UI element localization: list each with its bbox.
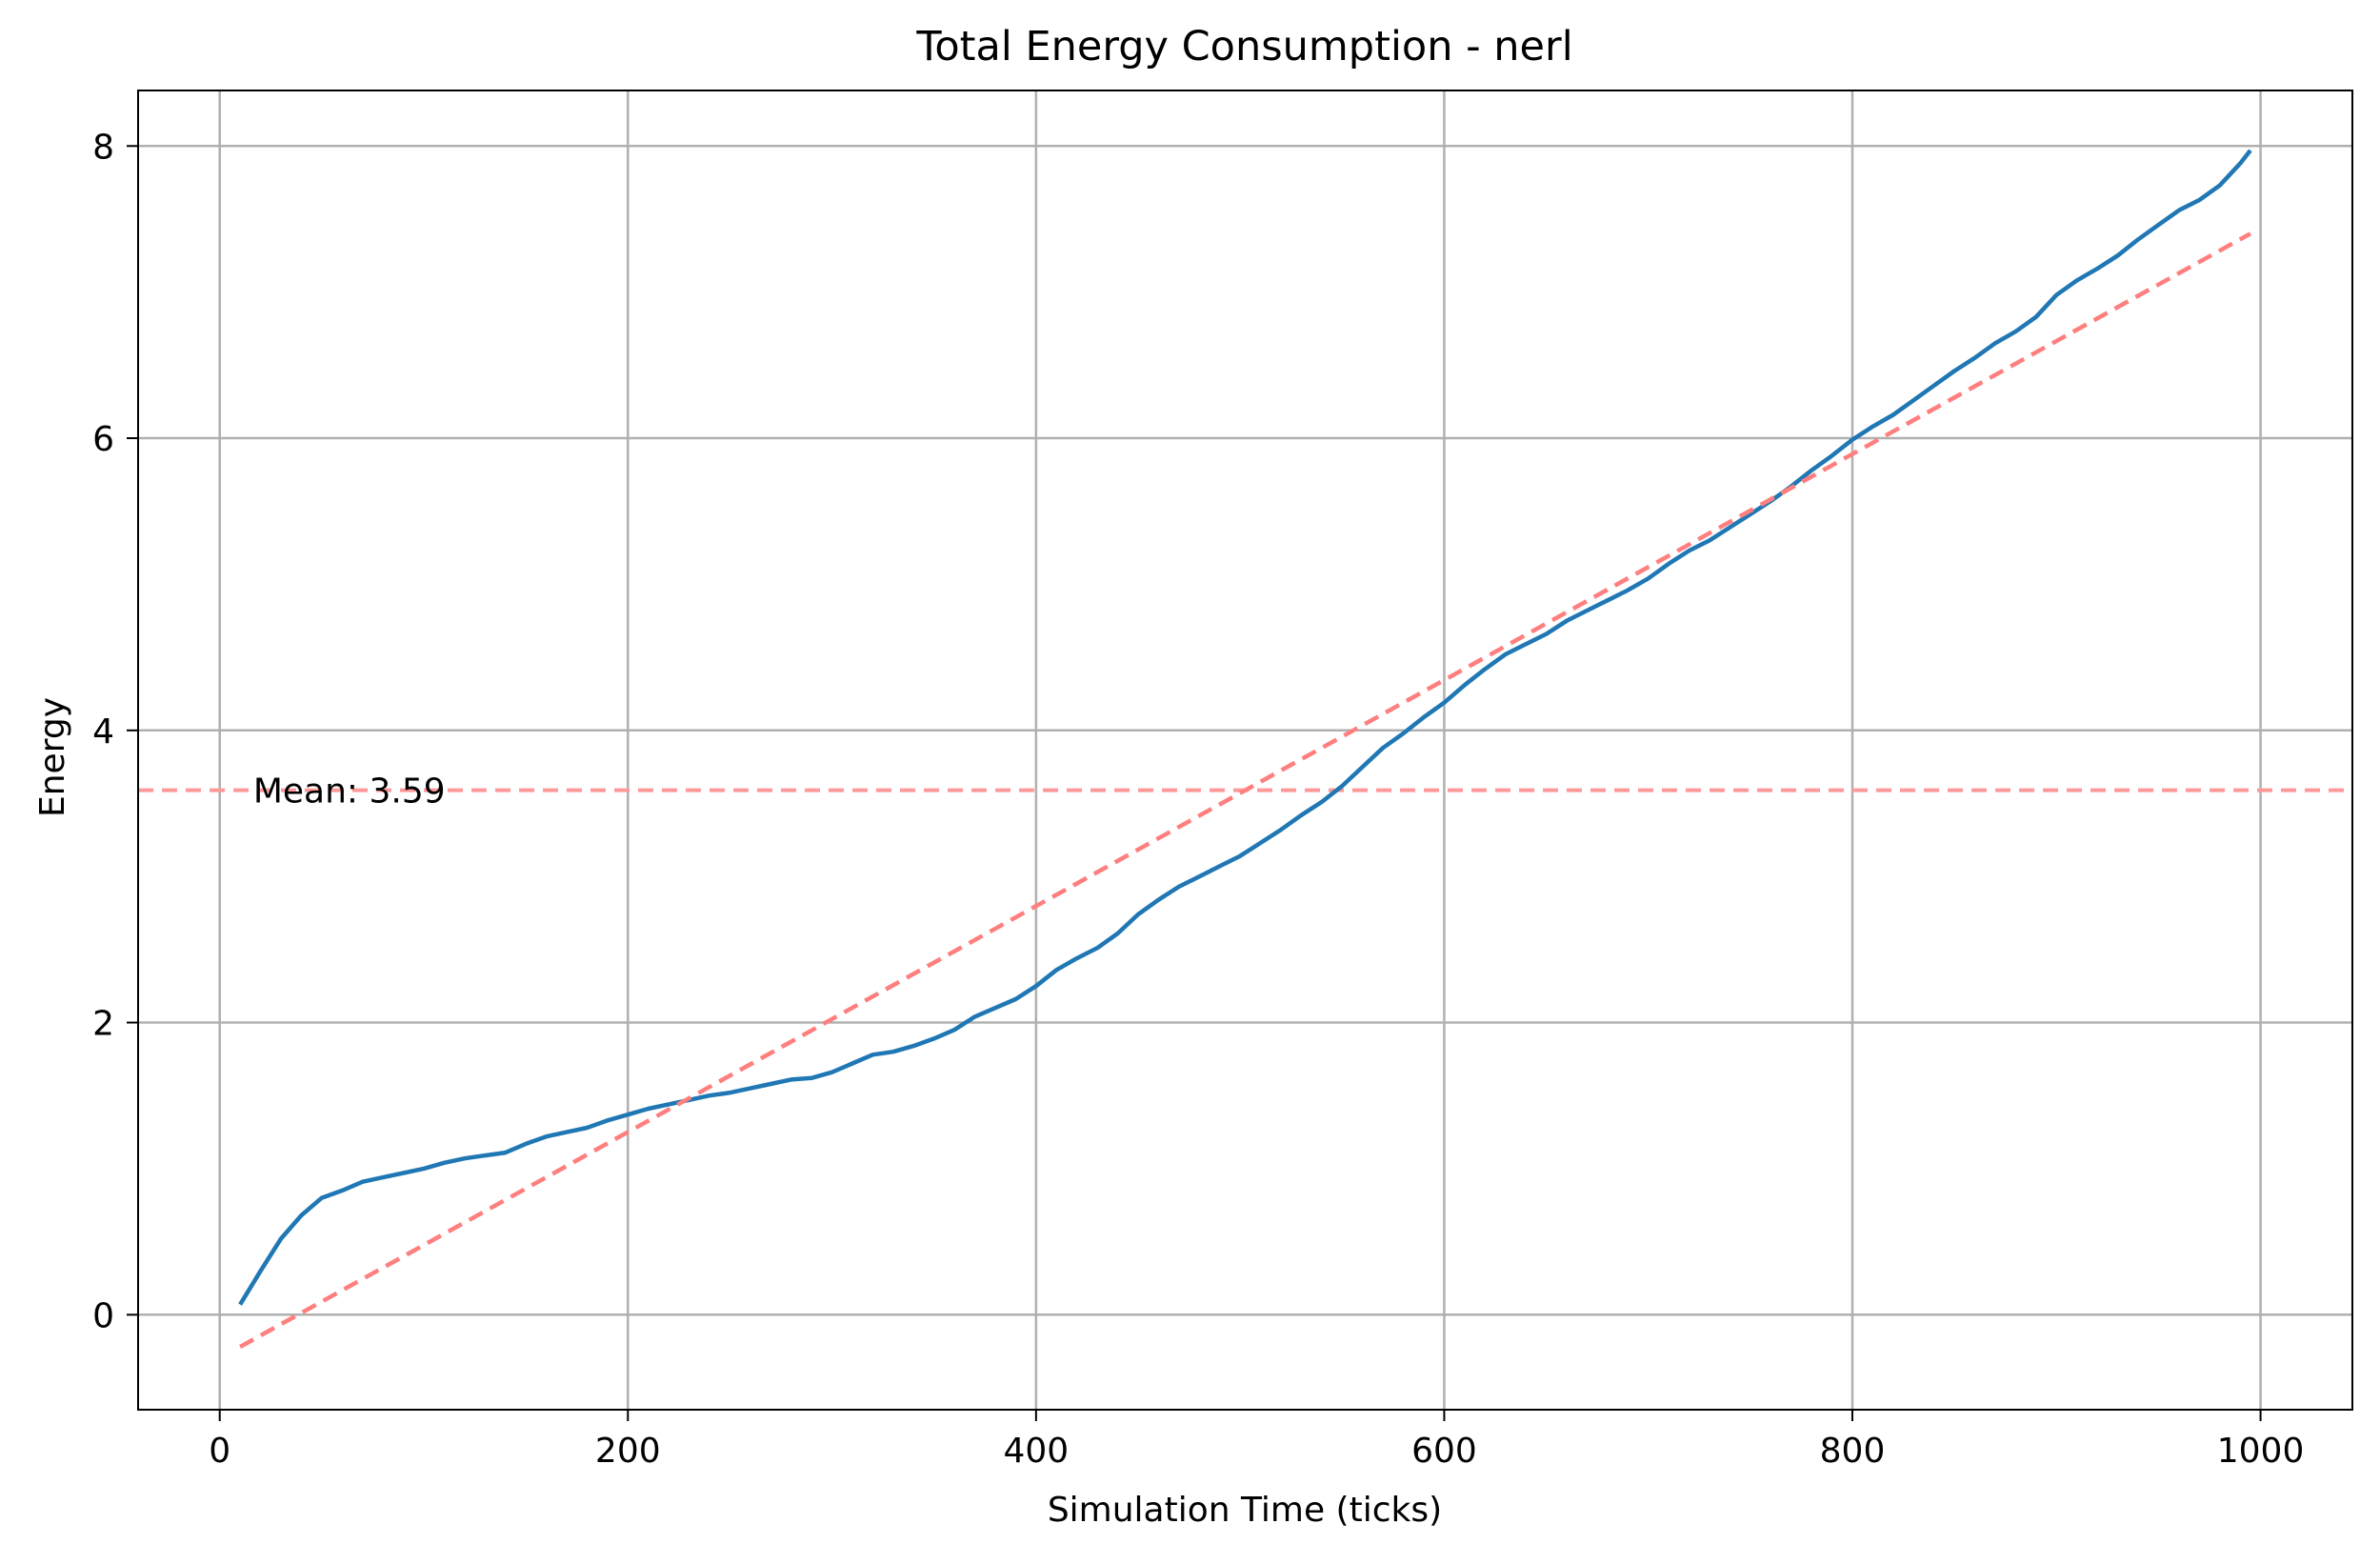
x-tick-label: 600 (1411, 1432, 1477, 1471)
x-tick-label: 0 (209, 1432, 230, 1471)
y-tick-label: 4 (92, 712, 114, 752)
x-axis-label: Simulation Time (ticks) (1048, 1491, 1442, 1530)
y-tick-label: 8 (92, 128, 114, 167)
chart-title: Total Energy Consumption - nerl (915, 23, 1572, 70)
energy-series-line (238, 149, 2252, 1306)
mean-annotation-label: Mean: 3.59 (253, 772, 446, 812)
y-tick-label: 2 (92, 1005, 114, 1044)
trend-line (239, 231, 2251, 1349)
plot-frame (137, 90, 2353, 1411)
x-tick-label: 200 (595, 1432, 661, 1471)
x-tick-label: 800 (1820, 1432, 1886, 1471)
x-axis-ticks: 0 200 400 600 800 1000 (209, 1410, 2304, 1471)
annotations: Mean: 3.59 (253, 772, 446, 812)
y-axis-label: Energy (33, 697, 72, 817)
series-lines (238, 149, 2252, 1349)
x-tick-label: 400 (1003, 1432, 1069, 1471)
y-tick-label: 6 (92, 420, 114, 459)
y-axis-ticks: 0 2 4 6 8 (92, 128, 138, 1335)
x-tick-label: 1000 (2217, 1432, 2305, 1471)
grid-lines (138, 90, 2352, 1410)
y-tick-label: 0 (92, 1296, 114, 1335)
